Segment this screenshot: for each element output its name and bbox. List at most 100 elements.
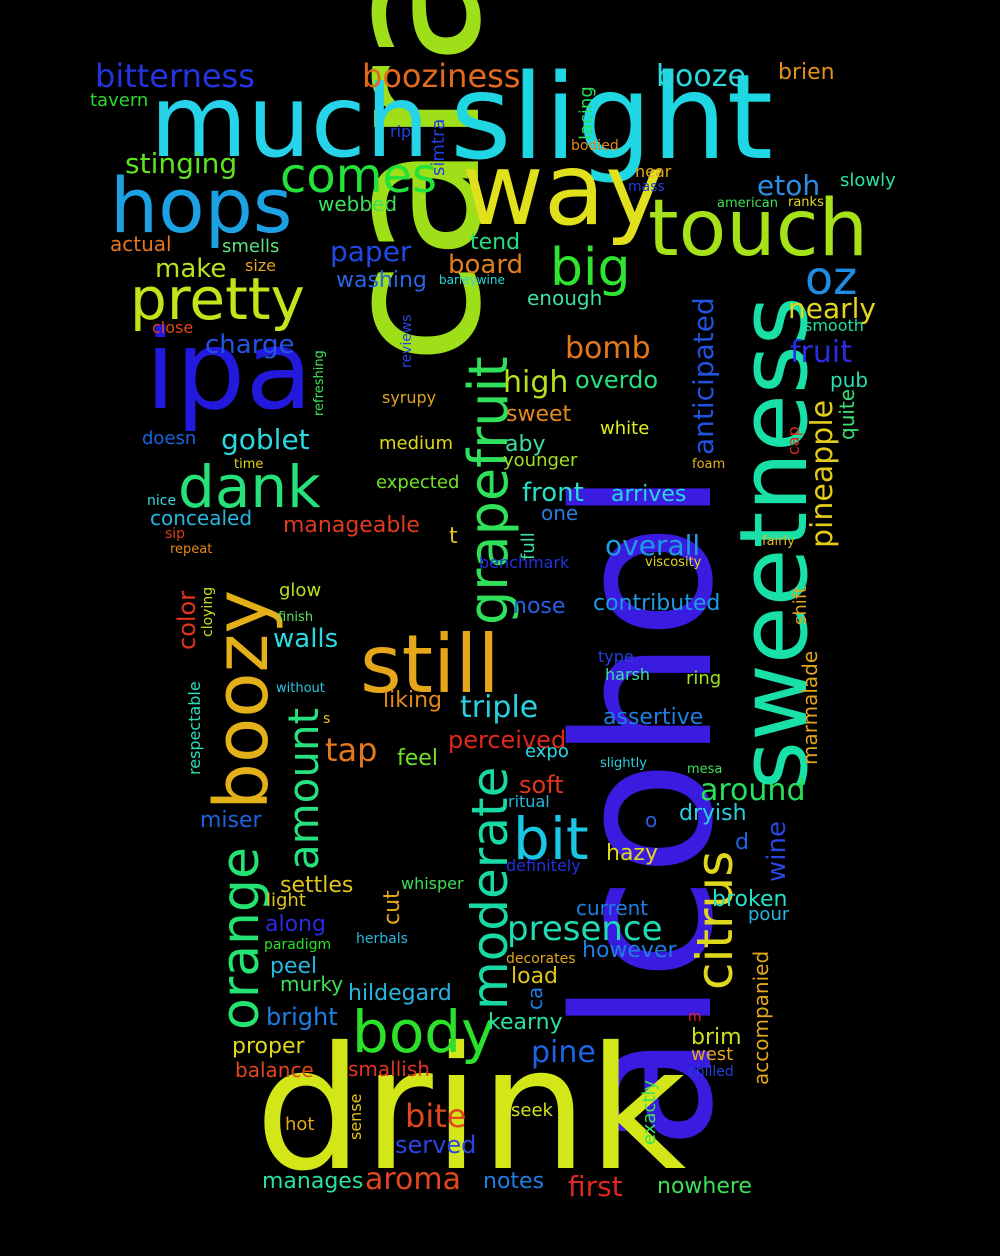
word-hildegard: hildegard [348, 981, 452, 1006]
word-settles: settles [280, 873, 354, 898]
word-sweet: sweet [506, 402, 572, 427]
word-still: still [360, 618, 500, 711]
word-expected: expected [376, 472, 460, 493]
word-sip: sip [165, 526, 186, 542]
word-hazy: hazy [606, 841, 658, 866]
word-without: without [276, 681, 325, 696]
word-citrus: citrus [686, 850, 744, 990]
word-reviews: reviews [399, 314, 415, 368]
word-overdo: overdo [575, 366, 659, 394]
word-enough: enough [527, 286, 603, 310]
word-m: m [688, 1009, 702, 1025]
word-manages: manages [262, 1169, 364, 1194]
word-tap: tap [325, 731, 378, 769]
word-booziness: booziness [362, 57, 521, 95]
word-benchmark: benchmark [479, 553, 570, 572]
word-body: body [352, 998, 496, 1066]
word-amount: amount [279, 707, 328, 870]
word-hops: hops [110, 161, 293, 250]
word-pub: pub [830, 368, 869, 392]
word-exactly: exactly [639, 1079, 660, 1145]
word-pretty: pretty [130, 265, 305, 333]
word-proper: proper [232, 1034, 305, 1059]
word-lacing: lacing [576, 86, 597, 140]
word-finish: finish [278, 610, 314, 625]
word-walls: walls [273, 624, 339, 654]
word-ranks: ranks [788, 195, 824, 210]
word-repeat: repeat [170, 542, 213, 557]
word-high: high [503, 365, 569, 400]
word-aby: aby [505, 432, 546, 457]
word-dank: dank [178, 453, 321, 521]
word-close: close [152, 318, 194, 337]
word-washing: washing [336, 268, 427, 293]
word-overall: overall [605, 529, 701, 562]
word-bite: bite [405, 1097, 467, 1135]
word-smooth: smooth [804, 316, 864, 335]
word-pour: pour [748, 904, 790, 925]
word-bomb: bomb [565, 331, 651, 366]
word-one: one [541, 501, 579, 525]
word-tavern: tavern [90, 90, 149, 111]
word-nearly: nearly [788, 292, 876, 325]
word-presence: presence [507, 909, 663, 949]
word-booze: booze [656, 59, 746, 94]
word-cloying: cloying [200, 586, 216, 637]
word-big: big [550, 238, 631, 298]
word-whisper: whisper [401, 874, 464, 893]
word-murky: murky [280, 972, 344, 996]
word-american: american [717, 196, 778, 211]
word-harsh: harsh [605, 665, 650, 684]
word-slowly: slowly [840, 170, 896, 191]
word-drink: drink [255, 1011, 687, 1209]
word-much: much [150, 63, 430, 180]
word-viscosity: viscosity [645, 555, 702, 570]
word-accompanied: accompanied [749, 950, 773, 1085]
word-bodied: bodied [571, 138, 619, 154]
word-rip: rip [390, 122, 412, 141]
word-however: however [582, 938, 677, 963]
word-barleywine: barleywine [439, 273, 505, 287]
word-west: west [691, 1044, 734, 1065]
word-tend: tend [470, 230, 521, 255]
word-shift: shift [790, 586, 811, 625]
word-medium: medium [379, 433, 453, 454]
word-mesa: mesa [687, 762, 723, 777]
word-nowhere: nowhere [657, 1174, 752, 1199]
word-brim: brim [691, 1025, 742, 1050]
word-d: d [735, 830, 749, 855]
word-first: first [568, 1170, 623, 1203]
word-pineapple: pineapple [805, 399, 840, 548]
word-aroma: aroma [365, 1162, 462, 1197]
word-manageable: manageable [283, 513, 420, 538]
word-white: white [600, 418, 650, 439]
word-ipa: ipa [145, 306, 313, 434]
word-color: color [173, 590, 201, 650]
word-goblet: goblet [221, 423, 310, 456]
word-paper: paper [330, 235, 412, 268]
word-fairly: fairly [762, 534, 795, 549]
word-paradigm: paradigm [264, 937, 332, 953]
word-nose: nose [513, 594, 566, 619]
word-board: board [448, 250, 524, 280]
word-stinging: stinging [125, 147, 238, 180]
word-feel: feel [397, 746, 438, 771]
word-way: way [462, 131, 665, 248]
word-boozy: boozy [199, 589, 285, 810]
word-brien: brien [778, 60, 835, 85]
word-pine: pine [531, 1035, 596, 1070]
word-seek: seek [511, 1100, 553, 1121]
word-notes: notes [483, 1169, 545, 1194]
word-oz: oz [805, 251, 858, 305]
word-bright: bright [266, 1003, 338, 1031]
word-served: served [395, 1131, 477, 1159]
word-current: current [576, 896, 649, 920]
word-younger: younger [503, 450, 578, 471]
word-t: t [449, 524, 458, 549]
word-foam: foam [692, 457, 726, 472]
word-o: o [645, 808, 658, 832]
word-front: front [522, 478, 584, 508]
word-anticipated: anticipated [687, 297, 720, 455]
word-peel: peel [270, 954, 318, 979]
